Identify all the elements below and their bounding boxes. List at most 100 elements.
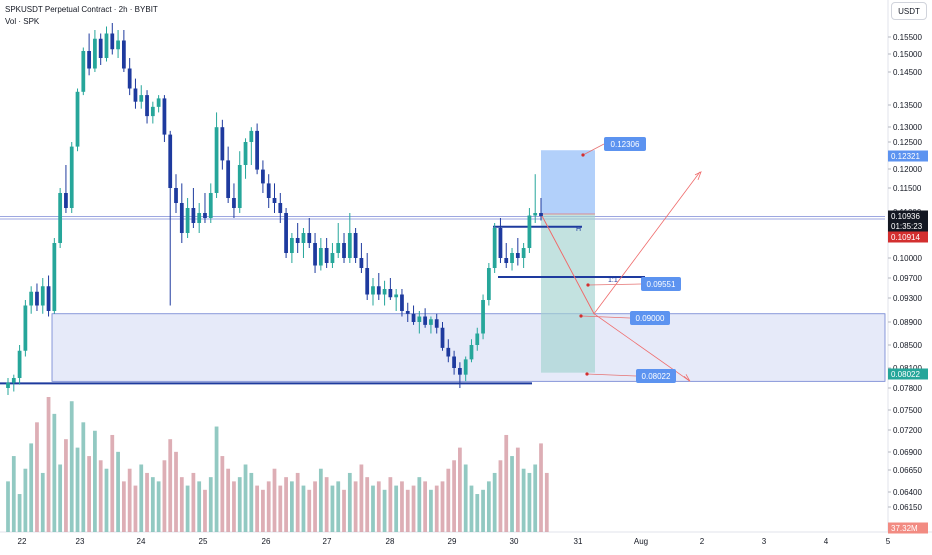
candle-body[interactable] (23, 305, 28, 351)
candle-body[interactable] (133, 88, 138, 102)
candle-body[interactable] (266, 183, 271, 198)
price-label-target[interactable] (888, 150, 928, 162)
candle-body[interactable] (423, 316, 428, 325)
candle-body[interactable] (185, 208, 190, 233)
candle-body[interactable] (208, 193, 213, 218)
candle-body[interactable] (174, 188, 178, 203)
candle-body[interactable] (371, 286, 375, 295)
candle-body[interactable] (52, 243, 57, 311)
candle-body[interactable] (359, 258, 364, 268)
candle-body[interactable] (64, 193, 68, 208)
candle-body[interactable] (98, 38, 103, 58)
candle-body[interactable] (347, 233, 352, 258)
candle-body[interactable] (492, 228, 497, 268)
price-label-ask[interactable] (888, 231, 928, 243)
candle-body[interactable] (429, 319, 433, 325)
candle-body[interactable] (197, 213, 202, 223)
callout-label[interactable] (636, 369, 676, 383)
candle-body[interactable] (121, 40, 126, 69)
candle-body[interactable] (284, 213, 288, 253)
candle-body[interactable] (313, 243, 317, 266)
candle-body[interactable] (156, 98, 161, 107)
candle-body[interactable] (434, 319, 439, 328)
projected-path-down[interactable] (540, 213, 691, 382)
candle-body[interactable] (417, 316, 422, 323)
candle-body[interactable] (168, 134, 173, 188)
candle-body[interactable] (226, 160, 231, 198)
candle-body[interactable] (203, 213, 207, 218)
candle-body[interactable] (46, 286, 51, 311)
candle-body[interactable] (515, 253, 520, 258)
candle-body[interactable] (104, 33, 109, 59)
candle-body[interactable] (301, 233, 306, 243)
candle-body[interactable] (533, 213, 538, 216)
candle-body[interactable] (411, 313, 416, 322)
candle-body[interactable] (486, 268, 491, 300)
candle-body[interactable] (330, 253, 335, 263)
candle-body[interactable] (342, 243, 346, 258)
candle-body[interactable] (400, 294, 404, 312)
candle-body[interactable] (191, 208, 196, 223)
candle-body[interactable] (220, 127, 225, 161)
candle-body[interactable] (539, 213, 543, 216)
candle-body[interactable] (110, 33, 115, 50)
candle-body[interactable] (521, 248, 526, 258)
candle-body[interactable] (307, 233, 312, 243)
candle-body[interactable] (498, 228, 503, 258)
candle-body[interactable] (29, 291, 34, 306)
candle-body[interactable] (272, 198, 277, 203)
candle-body[interactable] (376, 286, 381, 295)
candle-body[interactable] (318, 248, 323, 266)
callout-label[interactable] (641, 277, 681, 291)
callout-label[interactable] (604, 137, 646, 151)
candle-body[interactable] (75, 91, 80, 147)
price-label-countdown[interactable] (888, 220, 928, 232)
candle-body[interactable] (116, 40, 120, 50)
candle-body[interactable] (40, 286, 45, 306)
candle-body[interactable] (475, 333, 480, 346)
candle-body[interactable] (278, 203, 283, 213)
candle-body[interactable] (365, 268, 370, 295)
candle-body[interactable] (17, 350, 22, 378)
candle-body[interactable] (150, 106, 155, 117)
candle-body[interactable] (481, 300, 485, 334)
candle-body[interactable] (452, 356, 456, 369)
candle-body[interactable] (232, 198, 236, 208)
candle-body[interactable] (69, 146, 74, 208)
candle-body[interactable] (527, 215, 532, 249)
candle-body[interactable] (394, 294, 399, 298)
candle-body[interactable] (440, 327, 445, 348)
candle-body[interactable] (162, 98, 167, 135)
price-label-volume[interactable] (888, 522, 928, 534)
candle-body[interactable] (382, 289, 387, 295)
candle-body[interactable] (58, 193, 63, 243)
candle-body[interactable] (237, 165, 242, 208)
currency-button[interactable]: USDT (891, 2, 927, 20)
price-label-last[interactable] (888, 210, 928, 222)
candle-body[interactable] (469, 345, 474, 360)
candle-body[interactable] (249, 130, 254, 142)
candle-body[interactable] (458, 368, 462, 375)
candle-body[interactable] (11, 378, 16, 383)
candle-body[interactable] (446, 347, 451, 357)
candle-body[interactable] (463, 359, 468, 375)
candle-body[interactable] (179, 203, 184, 233)
candle-body[interactable] (510, 253, 514, 263)
candle-body[interactable] (255, 130, 260, 170)
candle-body[interactable] (289, 238, 294, 253)
candle-body[interactable] (336, 243, 341, 253)
candle-body[interactable] (93, 38, 97, 69)
candle-body[interactable] (405, 311, 410, 314)
candle-body[interactable] (145, 95, 149, 117)
candle-body[interactable] (261, 169, 265, 184)
candle-body[interactable] (504, 258, 509, 263)
candle-body[interactable] (353, 233, 358, 258)
candle-body[interactable] (6, 382, 10, 388)
candle-body[interactable] (388, 289, 393, 298)
candle-body[interactable] (127, 68, 132, 89)
candle-body[interactable] (139, 95, 144, 102)
candle-body[interactable] (35, 291, 39, 306)
candle-body[interactable] (243, 142, 248, 165)
